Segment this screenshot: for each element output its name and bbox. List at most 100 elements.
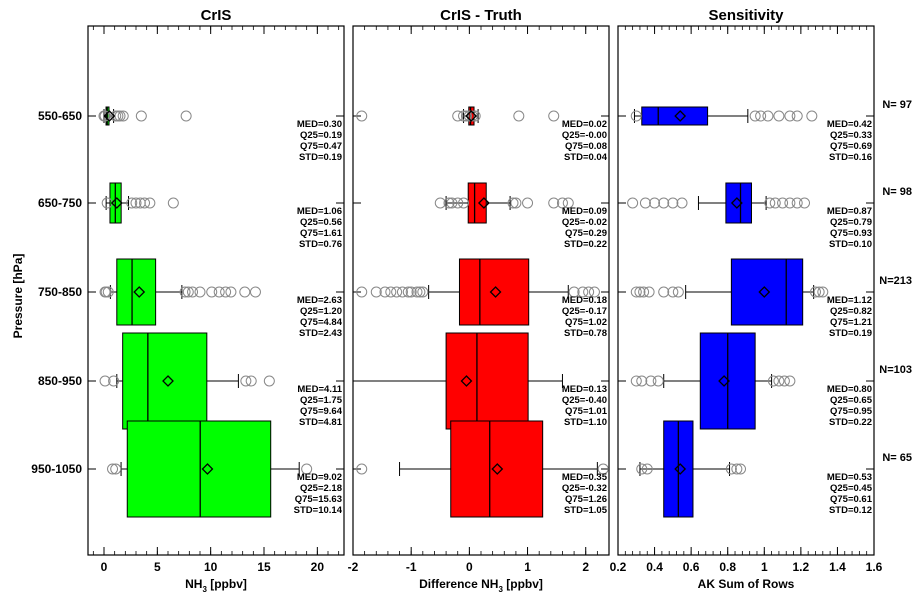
outlier-point	[182, 286, 194, 298]
outlier-point	[108, 375, 120, 387]
outlier-point	[755, 110, 767, 122]
x-axis-label: Difference NH3 [ppbv]	[419, 577, 543, 594]
outlier-point	[643, 286, 655, 298]
x-tick-label: 1.4	[829, 560, 846, 574]
outlier-point	[762, 110, 774, 122]
outlier-point	[370, 286, 382, 298]
outlier-point	[396, 286, 408, 298]
mean-marker	[201, 463, 214, 475]
outlier-point	[764, 197, 776, 209]
stat-text: MED=2.63	[297, 295, 342, 306]
x-tick-label: 2	[582, 560, 589, 574]
stat-text: STD=0.22	[829, 417, 872, 428]
stat-text: Q75=1.02	[565, 317, 607, 328]
stat-text: MED=0.87	[827, 206, 872, 217]
plot-frame	[617, 25, 875, 556]
iqr-box	[725, 182, 752, 224]
outlier-point	[725, 463, 737, 475]
stat-text: Q75=1.61	[300, 228, 343, 239]
outlier-point	[102, 286, 114, 298]
outlier-point	[385, 286, 397, 298]
stat-text: MED=0.80	[827, 384, 872, 395]
stat-text: Q25=0.19	[300, 130, 342, 141]
stat-text: Q25=0.45	[830, 483, 873, 494]
outlier-point	[452, 110, 464, 122]
outlier-point	[356, 463, 368, 475]
outlier-point	[466, 110, 478, 122]
outlier-point	[469, 110, 481, 122]
mean-marker	[758, 286, 771, 298]
stat-text: Q75=15.63	[295, 494, 342, 505]
outlier-point	[583, 286, 595, 298]
x-axis-label: AK Sum of Rows	[698, 577, 795, 591]
outlier-point	[588, 286, 600, 298]
outlier-point	[99, 110, 111, 122]
x-tick-label: 20	[311, 560, 325, 574]
x-tick-label: 0.2	[610, 560, 627, 574]
outlier-point	[240, 375, 252, 387]
outlier-point	[749, 110, 761, 122]
x-tick-label: 0.6	[683, 560, 700, 574]
stat-text: Q75=0.93	[830, 228, 872, 239]
outlier-point	[220, 286, 232, 298]
stat-text: Q25=0.56	[300, 217, 342, 228]
stat-text: MED=0.02	[562, 119, 607, 130]
count-label: N=213	[879, 275, 912, 287]
stat-text: Q75=0.61	[830, 494, 873, 505]
stat-text: Q25=-0.17	[562, 306, 607, 317]
outlier-point	[417, 286, 429, 298]
outlier-point	[452, 197, 464, 209]
outlier-point	[667, 197, 679, 209]
x-tick-label: -1	[406, 560, 417, 574]
outlier-point	[784, 375, 796, 387]
outlier-point	[144, 197, 156, 209]
outlier-point	[110, 463, 122, 475]
iqr-box	[445, 332, 529, 430]
outlier-point	[548, 197, 560, 209]
x-tick-label: 1.2	[793, 560, 810, 574]
y-axis-label: Pressure [hPa]	[11, 254, 25, 339]
mean-marker	[674, 463, 687, 475]
outlier-point	[379, 286, 391, 298]
mean-marker	[491, 463, 504, 475]
plot-frame	[87, 25, 345, 556]
pressure-bin-label: 950-1050	[31, 462, 82, 476]
outlier-point	[458, 197, 470, 209]
stat-text: Q25=0.82	[830, 306, 872, 317]
panel-2: Sensitivity 0.2 0.4 0.6 0.8 1 1.2 1.4 1.6 AK Sum …	[610, 7, 912, 591]
pressure-bin-label: 550-650	[38, 109, 82, 123]
outlier-point	[806, 110, 818, 122]
stat-text: Q25=2.18	[300, 483, 342, 494]
stat-text: Q25=-0.40	[562, 395, 607, 406]
x-tick-label: 1	[524, 560, 531, 574]
x-axis-label: NH3 [ppbv]	[185, 577, 247, 594]
outlier-point	[301, 463, 313, 475]
outlier-point	[117, 110, 129, 122]
outlier-point	[206, 286, 218, 298]
stat-text: STD=0.16	[829, 152, 872, 163]
stat-text: Q75=1.01	[565, 406, 608, 417]
stat-text: Q75=1.26	[565, 494, 607, 505]
outlier-point	[463, 110, 475, 122]
outlier-point	[639, 197, 651, 209]
outlier-point	[225, 286, 237, 298]
stat-text: STD=0.10	[829, 239, 872, 250]
mean-marker	[477, 197, 490, 209]
outlier-point	[99, 375, 111, 387]
outlier-point	[658, 286, 670, 298]
outlier-point	[434, 197, 446, 209]
outlier-point	[356, 286, 368, 298]
mean-marker	[460, 375, 473, 387]
stat-text: STD=0.78	[564, 328, 607, 339]
stat-text: MED=1.06	[297, 206, 342, 217]
stat-text: Q25=0.65	[830, 395, 873, 406]
stat-text: STD=0.19	[829, 328, 872, 339]
x-tick-label: 15	[257, 560, 271, 574]
outlier-point	[411, 286, 423, 298]
outlier-point	[773, 375, 785, 387]
outlier-point	[735, 463, 747, 475]
outlier-point	[356, 110, 368, 122]
